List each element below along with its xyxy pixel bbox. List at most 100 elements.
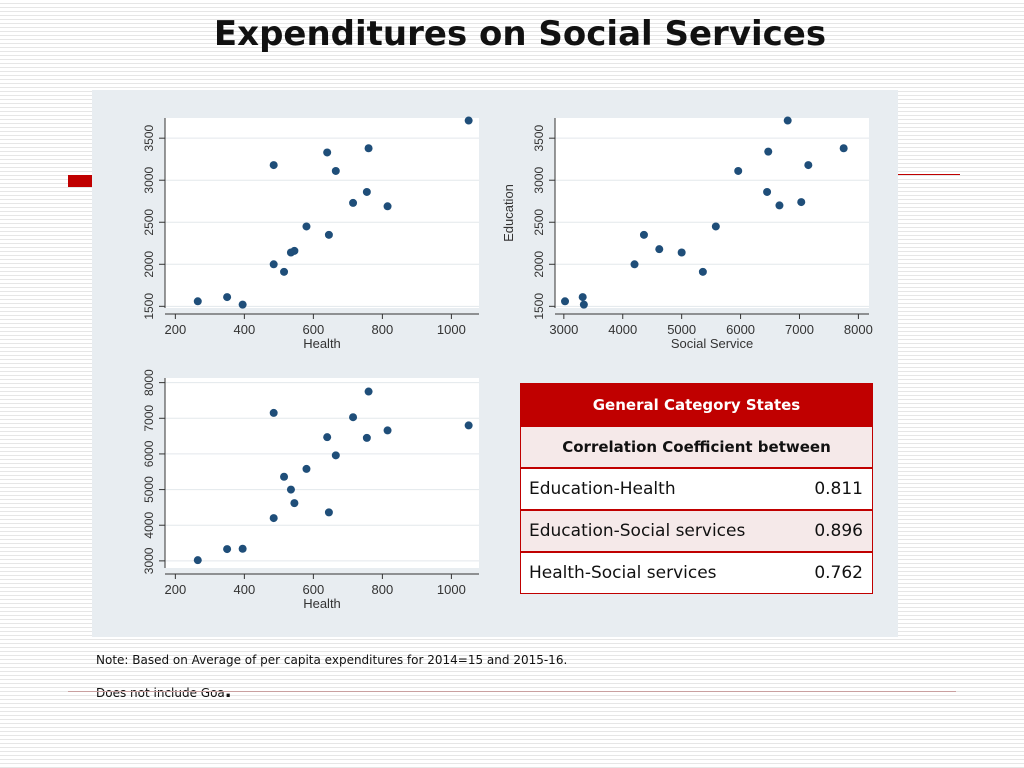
data-point (324, 230, 333, 239)
x-tick-label: 6000 (726, 322, 755, 337)
data-point (464, 421, 473, 430)
data-point (734, 166, 743, 175)
data-point (290, 246, 299, 255)
data-point (193, 556, 202, 565)
data-point (362, 187, 371, 196)
y-tick-label: 3000 (532, 167, 546, 194)
x-tick-label: 200 (165, 582, 187, 597)
row-label: Education-Social services (529, 521, 746, 541)
slide-title: Expenditures on Social Services (213, 14, 827, 54)
scatter-matrix: 200 400 600 800 1000 1500 2000 2500 3000 3500 Heal… (142, 116, 873, 611)
data-point (323, 148, 332, 157)
x-tick-label: 1000 (437, 322, 466, 337)
data-point (302, 464, 311, 473)
row-label: Education-Health (529, 479, 676, 499)
data-point (238, 544, 247, 553)
x-axis-label: Health (303, 596, 341, 611)
x-tick-label: 1000 (437, 582, 466, 597)
y-tick-label: 2000 (142, 251, 156, 278)
data-point (364, 387, 373, 396)
note-text: Does not include Goa (96, 686, 225, 700)
x-tick-label: 800 (372, 322, 394, 337)
data-point (783, 116, 792, 125)
y-axis-label: Education (501, 184, 516, 242)
table-row: Education-Health 0.811 (521, 467, 872, 509)
data-point (677, 248, 686, 257)
data-point (331, 451, 340, 460)
data-point (269, 161, 278, 170)
data-point (193, 297, 202, 306)
data-point (302, 222, 311, 231)
y-tick-label: 5000 (142, 476, 156, 503)
data-point (269, 260, 278, 269)
table-subheader: Correlation Coefficient between (521, 426, 872, 467)
y-tick-label: 2000 (532, 251, 546, 278)
data-point (711, 222, 720, 231)
x-tick-label: 400 (234, 582, 256, 597)
x-axis-label: Social Service (671, 336, 753, 351)
x-tick-label: 7000 (785, 322, 814, 337)
x-tick-label: 8000 (844, 322, 873, 337)
data-point (223, 293, 232, 302)
x-tick-label: 5000 (667, 322, 696, 337)
y-tick-label: 8000 (142, 369, 156, 396)
x-tick-label: 400 (234, 322, 256, 337)
data-point (839, 144, 848, 153)
data-point (362, 433, 371, 442)
y-tick-label: 1500 (142, 293, 156, 320)
y-tick-label: 3000 (142, 547, 156, 574)
data-point (775, 201, 784, 210)
note-line-1: Note: Based on Average of per capita exp… (96, 653, 568, 667)
y-tick-label: 2500 (532, 209, 546, 236)
data-point (323, 433, 332, 442)
row-label: Health-Social services (529, 563, 717, 583)
data-point (464, 116, 473, 125)
y-tick-label: 2500 (142, 209, 156, 236)
y-tick-label: 3500 (142, 125, 156, 152)
data-point (804, 161, 813, 170)
row-value: 0.811 (814, 479, 863, 499)
accent-bar-left (68, 175, 92, 187)
data-point (364, 144, 373, 153)
data-point (349, 413, 358, 422)
data-point (578, 293, 587, 302)
y-tick-label: 3000 (142, 167, 156, 194)
data-point (331, 166, 340, 175)
footer-rule (68, 691, 956, 692)
plot-area (165, 378, 479, 568)
accent-line-right (898, 174, 960, 175)
x-tick-label: 600 (303, 322, 325, 337)
data-point (280, 472, 289, 481)
data-point (630, 260, 639, 269)
x-axis-label: Health (303, 336, 341, 351)
y-tick-label: 1500 (532, 293, 546, 320)
data-point (290, 499, 299, 508)
plot-area (555, 118, 869, 308)
data-point (223, 545, 232, 554)
data-point (383, 426, 392, 435)
data-point (383, 202, 392, 211)
data-point (561, 297, 570, 306)
data-point (639, 230, 648, 239)
data-point (764, 147, 773, 156)
correlation-table: General Category States Correlation Coef… (520, 383, 873, 594)
row-value: 0.896 (814, 521, 863, 541)
row-value: 0.762 (814, 563, 863, 583)
y-tick-label: 6000 (142, 440, 156, 467)
x-tick-label: 200 (165, 322, 187, 337)
data-point (698, 267, 707, 276)
data-point (269, 408, 278, 417)
x-tick-label: 3000 (549, 322, 578, 337)
data-point (655, 245, 664, 254)
table-row: Education-Social services 0.896 (521, 509, 872, 551)
x-tick-label: 4000 (608, 322, 637, 337)
y-tick-label: 4000 (142, 512, 156, 539)
y-tick-label: 7000 (142, 405, 156, 432)
data-point (763, 187, 772, 196)
data-point (349, 198, 358, 207)
x-tick-label: 800 (372, 582, 394, 597)
data-point (269, 514, 278, 523)
table-header: General Category States (521, 384, 872, 426)
data-point (286, 485, 295, 494)
data-point (324, 508, 333, 517)
